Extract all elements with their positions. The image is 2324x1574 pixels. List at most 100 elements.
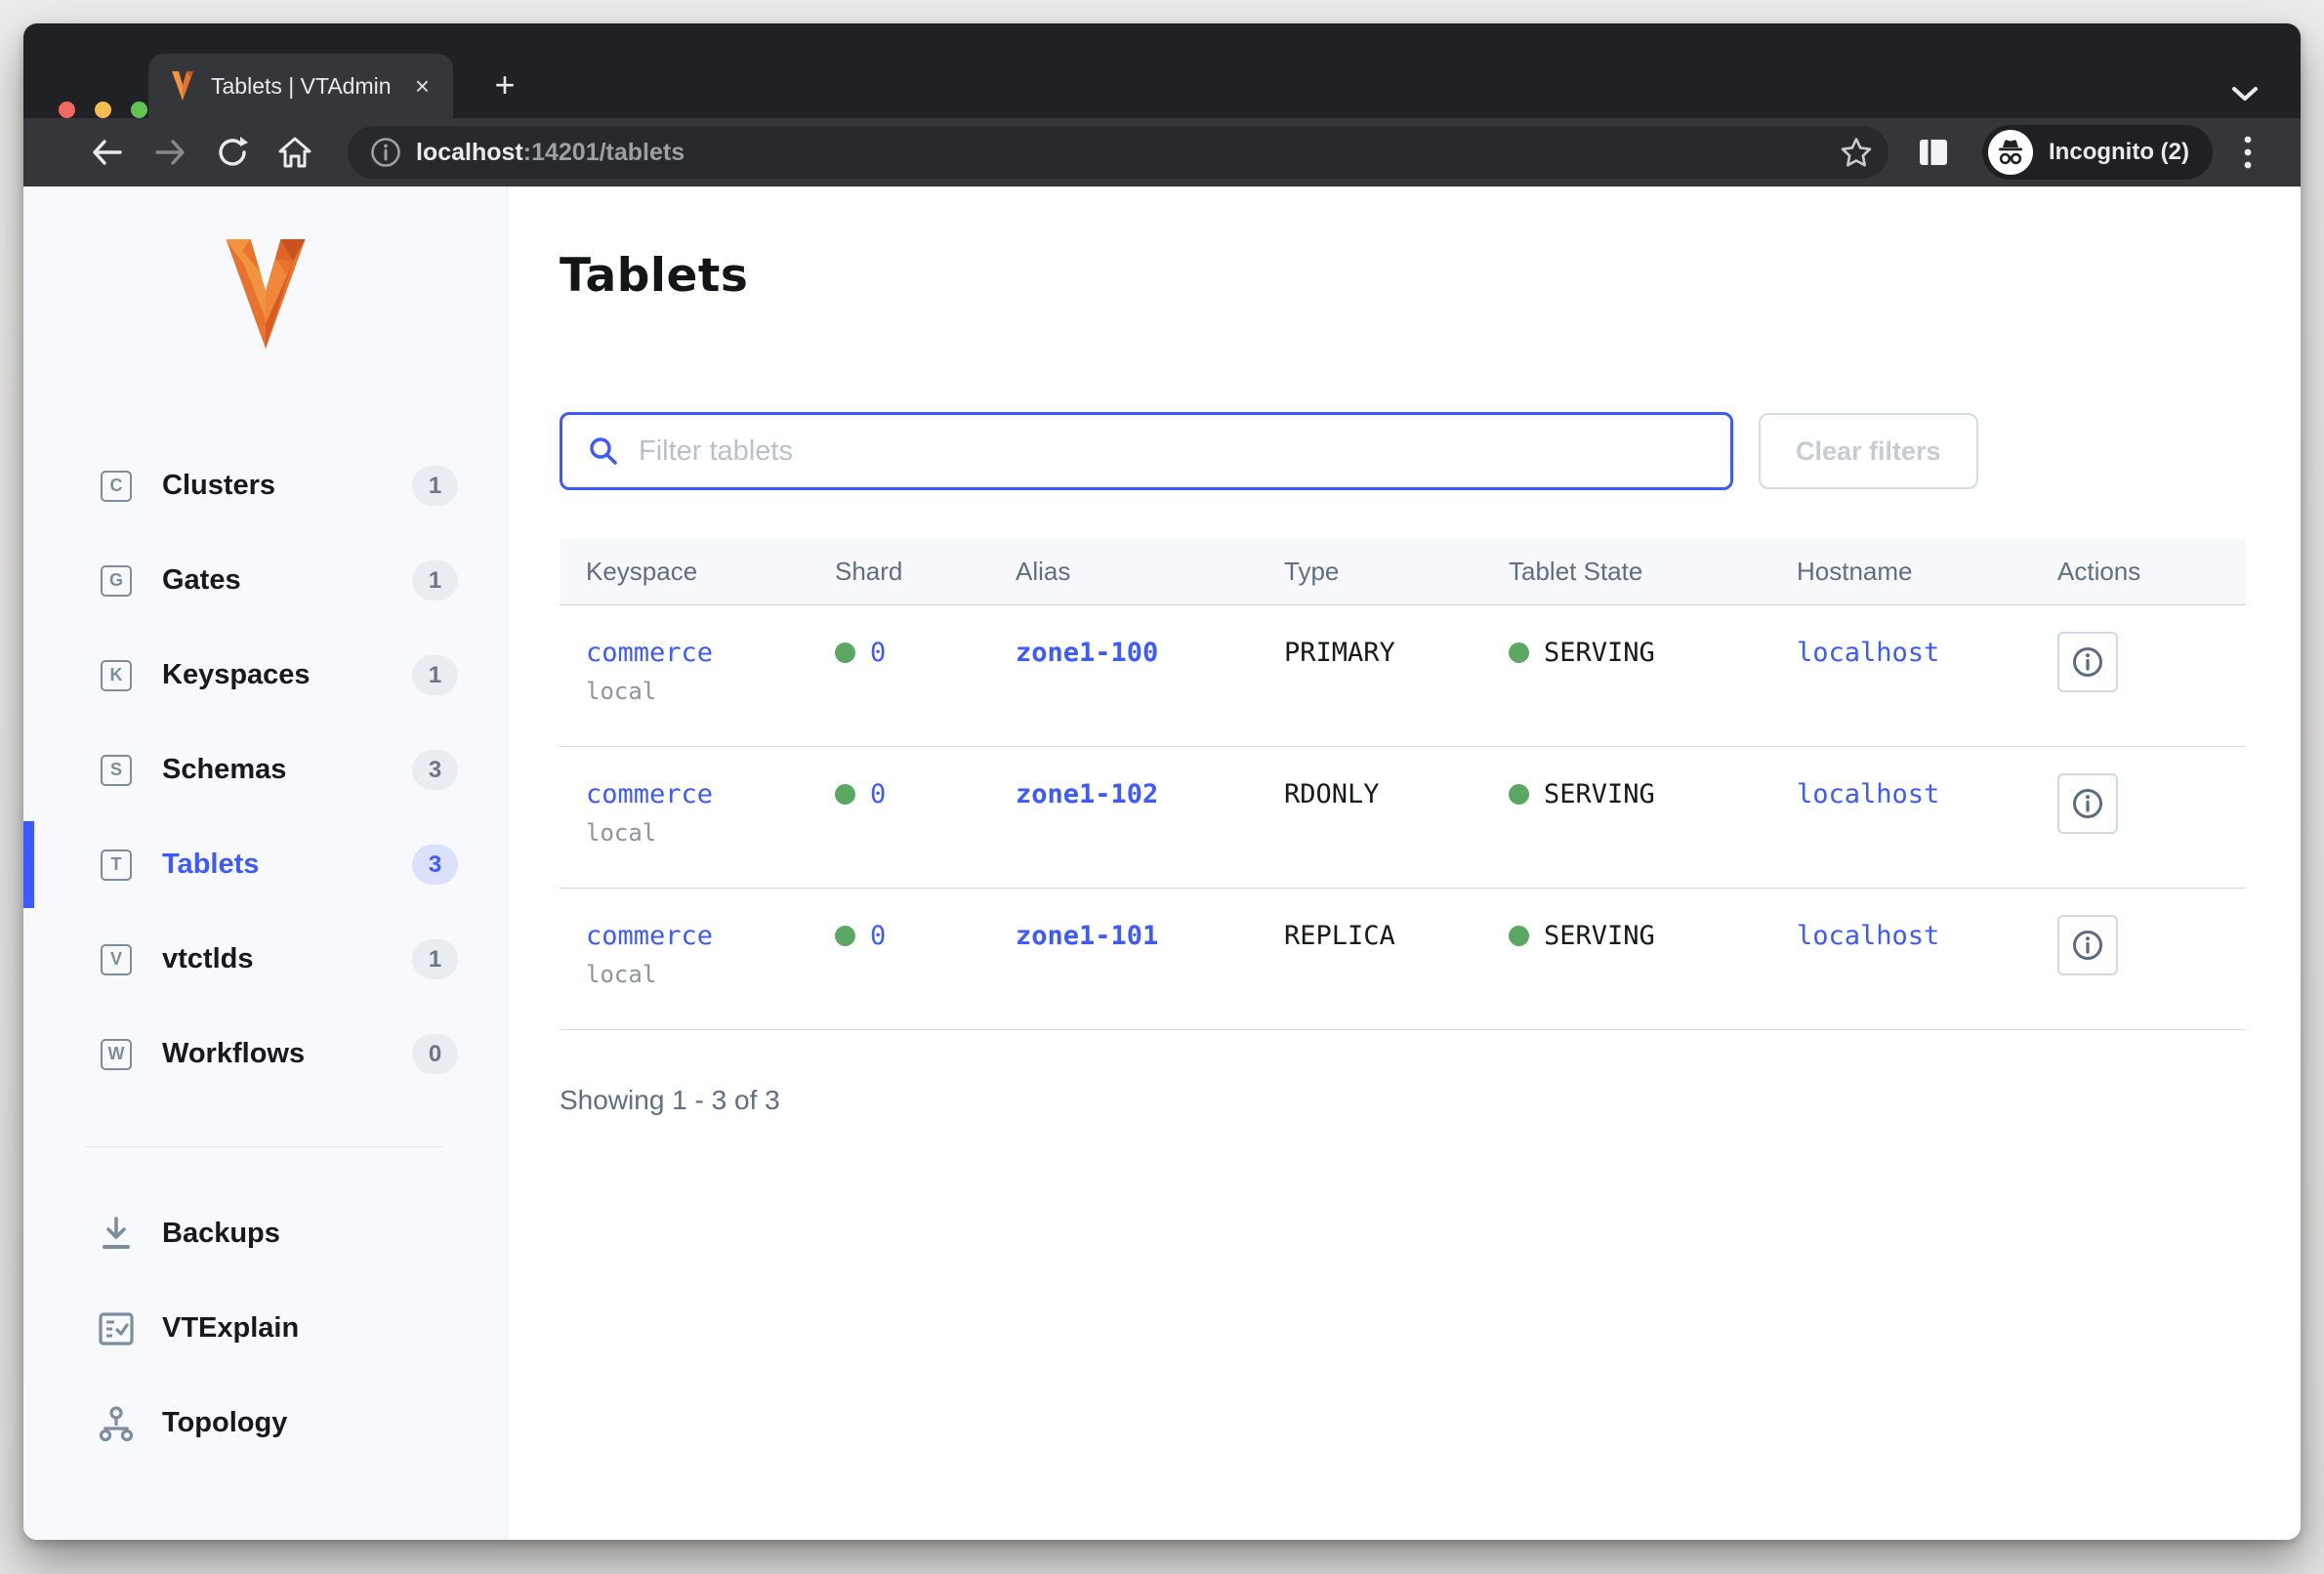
browser-toolbar: localhost:14201/tablets Incognit bbox=[23, 118, 2301, 186]
side-panel-icon[interactable] bbox=[1906, 125, 1961, 180]
table-header-row: Keyspace Shard Alias Type Tablet State H… bbox=[560, 539, 2246, 605]
shard-link[interactable]: 0 bbox=[870, 779, 887, 809]
tablet-state: SERVING bbox=[1544, 638, 1655, 668]
hostname-link[interactable]: localhost bbox=[1797, 921, 1940, 951]
shard-link[interactable]: 0 bbox=[870, 638, 887, 668]
tab-strip: Tablets | VTAdmin × + bbox=[23, 23, 2301, 118]
column-header-tablet-state: Tablet State bbox=[1509, 557, 1643, 586]
menu-dots-icon[interactable] bbox=[2220, 125, 2275, 180]
hostname-link[interactable]: localhost bbox=[1797, 638, 1940, 668]
serving-status-dot bbox=[1509, 642, 1529, 663]
sidebar-item-label: Backups bbox=[162, 1218, 280, 1249]
cluster-name: local bbox=[586, 819, 657, 847]
sidebar-item-backups[interactable]: Backups bbox=[23, 1186, 507, 1281]
column-header-actions: Actions bbox=[2057, 557, 2141, 586]
alias-link[interactable]: zone1-102 bbox=[1016, 779, 1159, 809]
sidebar-item-label: Tablets bbox=[162, 849, 260, 880]
sidebar-item-tablets[interactable]: T Tablets 3 bbox=[23, 817, 507, 912]
zoom-window-button[interactable] bbox=[131, 102, 147, 118]
browser-tab[interactable]: Tablets | VTAdmin × bbox=[148, 54, 453, 118]
sidebar-item-label: Workflows bbox=[162, 1038, 306, 1069]
filter-tablets-input[interactable] bbox=[639, 435, 1711, 468]
incognito-badge[interactable]: Incognito (2) bbox=[1982, 125, 2213, 180]
vtctlds-letter-icon: V bbox=[101, 943, 132, 975]
clear-filters-button[interactable]: Clear filters bbox=[1759, 413, 1978, 489]
shard-link[interactable]: 0 bbox=[870, 921, 887, 951]
alias-link[interactable]: zone1-100 bbox=[1016, 638, 1159, 668]
tablet-state: SERVING bbox=[1544, 779, 1655, 809]
minimize-window-button[interactable] bbox=[95, 102, 111, 118]
column-header-type: Type bbox=[1284, 557, 1340, 586]
tab-close-icon[interactable]: × bbox=[414, 70, 430, 101]
sidebar-item-label: vtctlds bbox=[162, 943, 254, 974]
home-icon[interactable] bbox=[268, 125, 322, 180]
sidebar-item-workflows[interactable]: W Workflows 0 bbox=[23, 1007, 507, 1101]
sidebar-item-schemas[interactable]: S Schemas 3 bbox=[23, 723, 507, 817]
keyspace-link[interactable]: commerce bbox=[586, 638, 714, 668]
sidebar-item-label: Topology bbox=[162, 1407, 288, 1438]
url-text: localhost:14201/tablets bbox=[416, 138, 685, 166]
sidebar-item-label: Schemas bbox=[162, 754, 287, 785]
shard-status-dot bbox=[835, 784, 855, 805]
serving-status-dot bbox=[1509, 926, 1529, 946]
vitess-favicon-icon bbox=[170, 71, 195, 101]
tablet-info-button[interactable] bbox=[2057, 915, 2118, 975]
page-title: Tablets bbox=[560, 249, 749, 303]
shard-status-dot bbox=[835, 926, 855, 946]
count-badge: 1 bbox=[412, 466, 458, 506]
search-icon bbox=[588, 435, 619, 467]
count-badge: 1 bbox=[412, 655, 458, 695]
vitess-logo bbox=[23, 239, 507, 349]
column-header-alias: Alias bbox=[1016, 557, 1071, 586]
count-badge: 3 bbox=[412, 750, 458, 790]
sidebar-item-label: Clusters bbox=[162, 470, 276, 501]
column-header-keyspace: Keyspace bbox=[586, 557, 698, 586]
hostname-link[interactable]: localhost bbox=[1797, 779, 1940, 809]
back-icon[interactable] bbox=[80, 125, 135, 180]
clusters-letter-icon: C bbox=[101, 470, 132, 502]
download-icon bbox=[98, 1216, 135, 1252]
table-row: commerce local 0 zone1-100 PRIMARY SERVIN… bbox=[560, 605, 2246, 747]
browser-window: Tablets | VTAdmin × + bbox=[23, 23, 2301, 1540]
tablets-table: Keyspace Shard Alias Type Tablet State H… bbox=[560, 539, 2246, 1030]
column-header-hostname: Hostname bbox=[1797, 557, 1913, 586]
sidebar-item-clusters[interactable]: C Clusters 1 bbox=[23, 438, 507, 533]
tablet-state: SERVING bbox=[1544, 921, 1655, 951]
sidebar-item-topology[interactable]: Topology bbox=[23, 1376, 507, 1470]
sidebar-item-keyspaces[interactable]: K Keyspaces 1 bbox=[23, 628, 507, 723]
count-badge: 0 bbox=[412, 1034, 458, 1074]
bookmark-star-icon[interactable] bbox=[1840, 136, 1873, 169]
document-check-icon bbox=[98, 1311, 135, 1346]
schemas-letter-icon: S bbox=[101, 754, 132, 786]
new-tab-button[interactable]: + bbox=[494, 64, 516, 104]
column-header-shard: Shard bbox=[835, 557, 903, 586]
tablet-type: RDONLY bbox=[1284, 779, 1380, 809]
filter-input-wrapper bbox=[560, 412, 1733, 490]
alias-link[interactable]: zone1-101 bbox=[1016, 921, 1159, 951]
url-bar[interactable]: localhost:14201/tablets bbox=[348, 126, 1889, 179]
sidebar-item-vtctlds[interactable]: V vtctlds 1 bbox=[23, 912, 507, 1007]
close-window-button[interactable] bbox=[59, 102, 75, 118]
sidebar-item-gates[interactable]: G Gates 1 bbox=[23, 533, 507, 628]
keyspace-link[interactable]: commerce bbox=[586, 779, 714, 809]
count-badge: 1 bbox=[412, 560, 458, 601]
cluster-name: local bbox=[586, 678, 657, 705]
tablet-info-button[interactable] bbox=[2057, 632, 2118, 692]
count-badge: 1 bbox=[412, 939, 458, 979]
cluster-name: local bbox=[586, 961, 657, 988]
tab-search-chevron-icon[interactable] bbox=[2230, 85, 2260, 103]
tablet-type: PRIMARY bbox=[1284, 638, 1395, 668]
sidebar-item-label: Gates bbox=[162, 564, 241, 596]
keyspace-link[interactable]: commerce bbox=[586, 921, 714, 951]
forward-icon[interactable] bbox=[143, 125, 197, 180]
tablets-letter-icon: T bbox=[101, 849, 132, 881]
vtadmin-page: C Clusters 1 G Gates 1 K Keyspaces 1 S S… bbox=[23, 186, 2301, 1540]
tablet-info-button[interactable] bbox=[2057, 773, 2118, 834]
gates-letter-icon: G bbox=[101, 564, 132, 597]
reload-icon[interactable] bbox=[205, 125, 260, 180]
incognito-icon bbox=[1988, 130, 2034, 175]
incognito-label: Incognito (2) bbox=[2049, 139, 2189, 165]
sidebar-item-vtexplain[interactable]: VTExplain bbox=[23, 1281, 507, 1376]
site-info-icon[interactable] bbox=[369, 136, 402, 169]
workflows-letter-icon: W bbox=[101, 1038, 132, 1070]
